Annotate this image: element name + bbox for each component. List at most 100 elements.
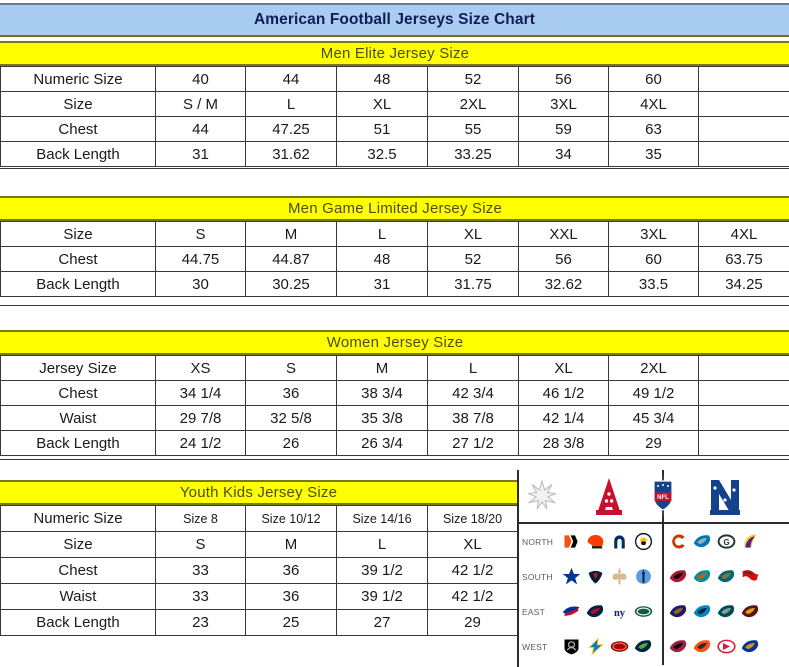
team-logo-icon[interactable] bbox=[585, 566, 606, 587]
data-cell: 42 1/2 bbox=[427, 557, 518, 584]
data-cell: Size 18/20 bbox=[427, 505, 518, 532]
data-cell: 36 bbox=[245, 380, 337, 406]
data-cell: 2XL bbox=[608, 355, 699, 381]
team-logo-icon[interactable] bbox=[633, 636, 654, 657]
team-logo-icon[interactable] bbox=[609, 566, 630, 587]
data-cell: 48 bbox=[336, 246, 428, 272]
team-logo-icon[interactable] bbox=[668, 636, 689, 657]
data-cell: 45 3/4 bbox=[608, 405, 699, 431]
team-logo-icon[interactable] bbox=[609, 531, 630, 552]
team-logo-icon[interactable]: ny bbox=[609, 601, 630, 622]
team-logo-icon[interactable] bbox=[633, 531, 654, 552]
team-logo-icon[interactable] bbox=[585, 601, 606, 622]
team-logo-icon[interactable] bbox=[692, 601, 713, 622]
data-cell: 31.75 bbox=[427, 271, 519, 297]
division-label: NORTH bbox=[522, 536, 554, 547]
team-logo-icon[interactable] bbox=[633, 601, 654, 622]
svg-text:ny: ny bbox=[614, 608, 626, 619]
data-cell: XL bbox=[427, 221, 519, 247]
table-banner-label: Youth Kids Jersey Size bbox=[179, 484, 338, 501]
data-cell: 31 bbox=[336, 271, 428, 297]
team-logo-icon[interactable] bbox=[561, 601, 582, 622]
afc-logo-group bbox=[561, 636, 662, 657]
table-banner-label: Men Game Limited Jersey Size bbox=[287, 200, 502, 217]
data-cell: S / M bbox=[155, 91, 246, 117]
data-cell: 35 3/8 bbox=[336, 405, 428, 431]
data-cell: 46 1/2 bbox=[518, 380, 609, 406]
table-banner-label: Women Jersey Size bbox=[326, 334, 464, 351]
data-cell: 40 bbox=[155, 66, 246, 92]
table-spacer bbox=[0, 168, 789, 185]
team-logo-icon[interactable] bbox=[716, 566, 737, 587]
data-cell: L bbox=[336, 221, 428, 247]
afc-logo-group bbox=[561, 566, 662, 587]
data-cell: 44.75 bbox=[155, 246, 246, 272]
division-row: SOUTH bbox=[519, 559, 789, 594]
row-label: Size bbox=[0, 91, 156, 117]
team-logo-icon[interactable] bbox=[692, 531, 713, 552]
size-table-men-game-limited: Size S M L XL XXL 3XL 4XL Chest 44.75 44.87 48 52 56 6… bbox=[0, 221, 789, 297]
data-cell: 33.5 bbox=[608, 271, 699, 297]
team-logo-icon[interactable] bbox=[740, 636, 761, 657]
row-label: Chest bbox=[0, 116, 156, 142]
data-cell: 52 bbox=[427, 246, 519, 272]
team-logo-icon[interactable]: G bbox=[716, 531, 737, 552]
table-banner-label: Men Elite Jersey Size bbox=[320, 45, 470, 62]
table-row: Size S M L XL bbox=[0, 531, 518, 558]
data-cell: 23 bbox=[155, 609, 246, 636]
table-banner-men-elite: Men Elite Jersey Size bbox=[0, 41, 789, 66]
nfc-logo-group: G bbox=[662, 531, 789, 552]
team-logo-icon[interactable] bbox=[609, 636, 630, 657]
team-logo-icon[interactable] bbox=[585, 636, 606, 657]
data-cell: 60 bbox=[608, 66, 699, 92]
data-cell: 32.5 bbox=[336, 141, 428, 167]
team-logo-icon[interactable] bbox=[740, 566, 761, 587]
data-cell: 63 bbox=[608, 116, 699, 142]
team-logo-icon[interactable] bbox=[668, 601, 689, 622]
team-logo-icon[interactable] bbox=[692, 566, 713, 587]
team-logo-icon[interactable] bbox=[692, 636, 713, 657]
team-logo-icon[interactable] bbox=[561, 636, 582, 657]
data-cell: XXL bbox=[518, 221, 609, 247]
row-label: Back Length bbox=[0, 271, 156, 297]
empty-cell bbox=[698, 91, 789, 117]
data-cell: Size 8 bbox=[155, 505, 246, 532]
row-label: Back Length bbox=[0, 141, 156, 167]
nfc-logo bbox=[703, 476, 747, 523]
nfc-logo-group bbox=[662, 636, 789, 657]
division-row: WEST bbox=[519, 629, 789, 664]
division-row: EAST ny bbox=[519, 594, 789, 629]
size-table-youth-kids: Numeric Size Size 8 Size 10/12 Size 14/16 Si… bbox=[0, 505, 518, 636]
team-logo-icon[interactable] bbox=[668, 566, 689, 587]
team-logo-icon[interactable] bbox=[716, 636, 737, 657]
data-cell: 26 3/4 bbox=[336, 430, 428, 456]
table-banner-men-game-limited: Men Game Limited Jersey Size bbox=[0, 196, 789, 221]
data-cell: 24 1/2 bbox=[155, 430, 246, 456]
team-logo-icon[interactable] bbox=[716, 601, 737, 622]
team-logo-icon[interactable] bbox=[561, 531, 582, 552]
team-logo-icon[interactable] bbox=[668, 531, 689, 552]
empty-cell bbox=[698, 380, 789, 406]
data-cell: 4XL bbox=[698, 221, 789, 247]
table-row: Waist 33 36 39 1/2 42 1/2 bbox=[0, 583, 518, 610]
nfl-divisions-panel: NFL NORTH G SOUTH EAST ny WEST bbox=[517, 470, 789, 667]
data-cell: 38 3/4 bbox=[336, 380, 428, 406]
team-logo-icon[interactable] bbox=[561, 566, 582, 587]
divisions-host: NORTH G SOUTH EAST ny WEST bbox=[519, 524, 789, 664]
data-cell: XS bbox=[155, 355, 246, 381]
team-logo-icon[interactable] bbox=[740, 601, 761, 622]
team-logo-icon[interactable] bbox=[633, 566, 654, 587]
data-cell: 3XL bbox=[608, 221, 699, 247]
data-cell: 48 bbox=[336, 66, 428, 92]
table-row: Back Length 23 25 27 29 bbox=[0, 609, 518, 636]
data-cell: 27 bbox=[336, 609, 428, 636]
row-label: Size bbox=[0, 531, 156, 558]
data-cell: 44 bbox=[155, 116, 246, 142]
empty-cell bbox=[698, 405, 789, 431]
team-logo-icon[interactable] bbox=[740, 531, 761, 552]
svg-text:G: G bbox=[723, 538, 729, 547]
data-cell: 35 bbox=[608, 141, 699, 167]
team-logo-icon[interactable] bbox=[585, 531, 606, 552]
afc-logo-group bbox=[561, 531, 662, 552]
